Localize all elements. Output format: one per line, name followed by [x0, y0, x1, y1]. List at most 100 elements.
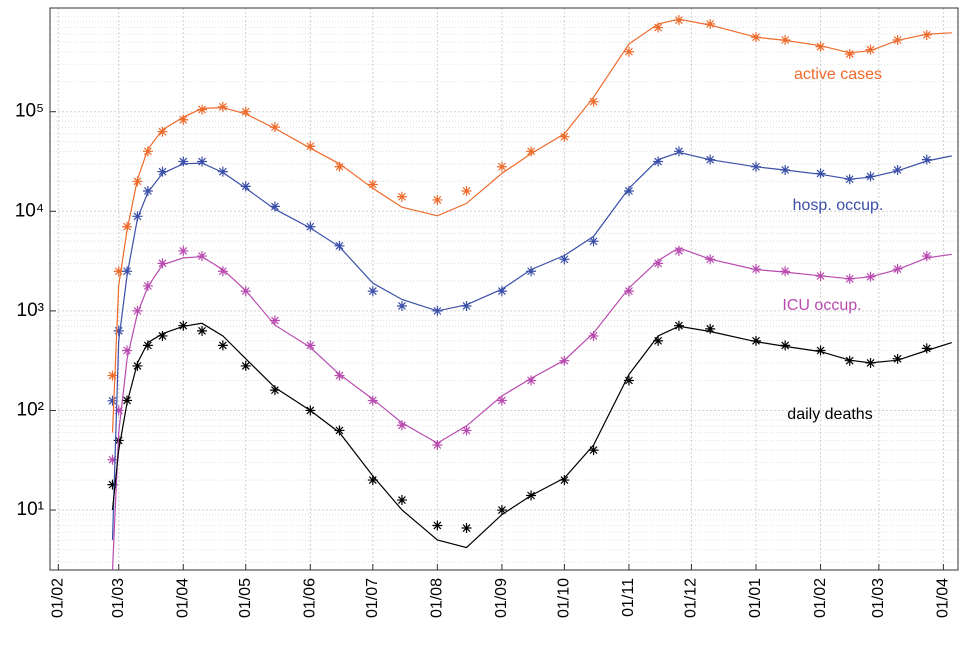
data-marker — [197, 251, 208, 262]
data-marker — [673, 320, 684, 331]
data-marker — [559, 475, 570, 486]
data-marker — [334, 425, 345, 436]
data-marker — [588, 330, 599, 341]
data-marker — [432, 439, 443, 450]
series-label: ICU occup. — [782, 297, 861, 314]
data-marker — [496, 505, 507, 516]
data-marker — [305, 340, 316, 351]
data-marker — [396, 495, 407, 506]
data-marker — [496, 161, 507, 172]
data-marker — [623, 375, 634, 386]
plot-frame — [49, 7, 959, 571]
data-marker — [157, 258, 168, 269]
data-marker — [269, 385, 280, 396]
data-marker — [496, 286, 507, 297]
model-line — [111, 151, 952, 541]
data-marker — [113, 266, 124, 277]
data-marker — [367, 475, 378, 486]
x-tick-label: 01/04 — [175, 578, 192, 618]
data-marker — [122, 345, 133, 356]
data-marker — [132, 305, 143, 316]
x-tick-label: 01/07 — [364, 578, 381, 618]
data-marker — [132, 211, 143, 222]
x-tick-label: 01/02 — [812, 578, 829, 618]
data-marker — [588, 445, 599, 456]
data-marker — [367, 286, 378, 297]
data-marker — [526, 146, 537, 157]
data-marker — [142, 185, 153, 196]
data-marker — [461, 523, 472, 534]
data-marker — [815, 345, 826, 356]
data-marker — [269, 201, 280, 212]
series-label: hosp. occup. — [793, 197, 884, 214]
data-marker — [461, 425, 472, 436]
data-marker — [240, 181, 251, 192]
model-line — [111, 18, 952, 433]
data-marker — [217, 266, 228, 277]
data-marker — [653, 258, 664, 269]
data-marker — [526, 375, 537, 386]
data-marker — [432, 520, 443, 531]
data-marker — [673, 245, 684, 256]
y-tick-label: 10³ — [17, 300, 44, 321]
data-marker — [113, 325, 124, 336]
data-marker — [334, 161, 345, 172]
data-marker — [673, 15, 684, 26]
data-marker — [496, 395, 507, 406]
data-marker — [588, 236, 599, 247]
data-marker — [461, 300, 472, 311]
data-marker — [865, 171, 876, 182]
data-marker — [750, 335, 761, 346]
plot-area — [107, 15, 952, 570]
data-marker — [367, 395, 378, 406]
data-marker — [217, 166, 228, 177]
data-marker — [217, 340, 228, 351]
x-tick-label: 01/02 — [50, 578, 67, 618]
data-marker — [269, 315, 280, 326]
data-marker — [367, 179, 378, 190]
data-marker — [157, 166, 168, 177]
data-marker — [197, 104, 208, 115]
data-marker — [269, 122, 280, 133]
data-marker — [780, 340, 791, 351]
y-tick-label: 10² — [17, 399, 44, 420]
x-tick-label: 01/05 — [237, 578, 254, 618]
x-tick-label: 01/03 — [110, 578, 127, 618]
data-marker — [122, 221, 133, 232]
data-marker — [178, 245, 189, 256]
data-marker — [921, 29, 932, 40]
data-marker — [432, 194, 443, 205]
data-marker — [461, 185, 472, 196]
x-tick-label: 01/04 — [935, 578, 952, 618]
data-marker — [559, 131, 570, 142]
data-marker — [623, 46, 634, 57]
data-marker — [396, 420, 407, 431]
x-tick-label: 01/11 — [620, 578, 637, 617]
x-tick-label: 01/08 — [429, 578, 446, 618]
data-marker — [113, 405, 124, 416]
data-marker — [122, 266, 133, 277]
data-marker — [178, 156, 189, 167]
x-tick-label: 01/03 — [870, 578, 887, 618]
data-marker — [197, 156, 208, 167]
data-marker — [142, 146, 153, 157]
data-marker — [653, 335, 664, 346]
data-marker — [526, 266, 537, 277]
data-marker — [623, 286, 634, 297]
data-marker — [623, 185, 634, 196]
data-marker — [396, 191, 407, 202]
series-label: daily deaths — [787, 406, 872, 423]
data-marker — [921, 251, 932, 262]
data-marker — [334, 370, 345, 381]
data-marker — [334, 240, 345, 251]
data-marker — [865, 44, 876, 55]
data-marker — [588, 96, 599, 107]
data-marker — [157, 330, 168, 341]
data-marker — [815, 41, 826, 52]
data-marker — [107, 479, 118, 490]
data-marker — [107, 370, 118, 381]
x-tick-label: 01/01 — [747, 578, 764, 618]
x-tick-label: 01/10 — [556, 578, 573, 618]
